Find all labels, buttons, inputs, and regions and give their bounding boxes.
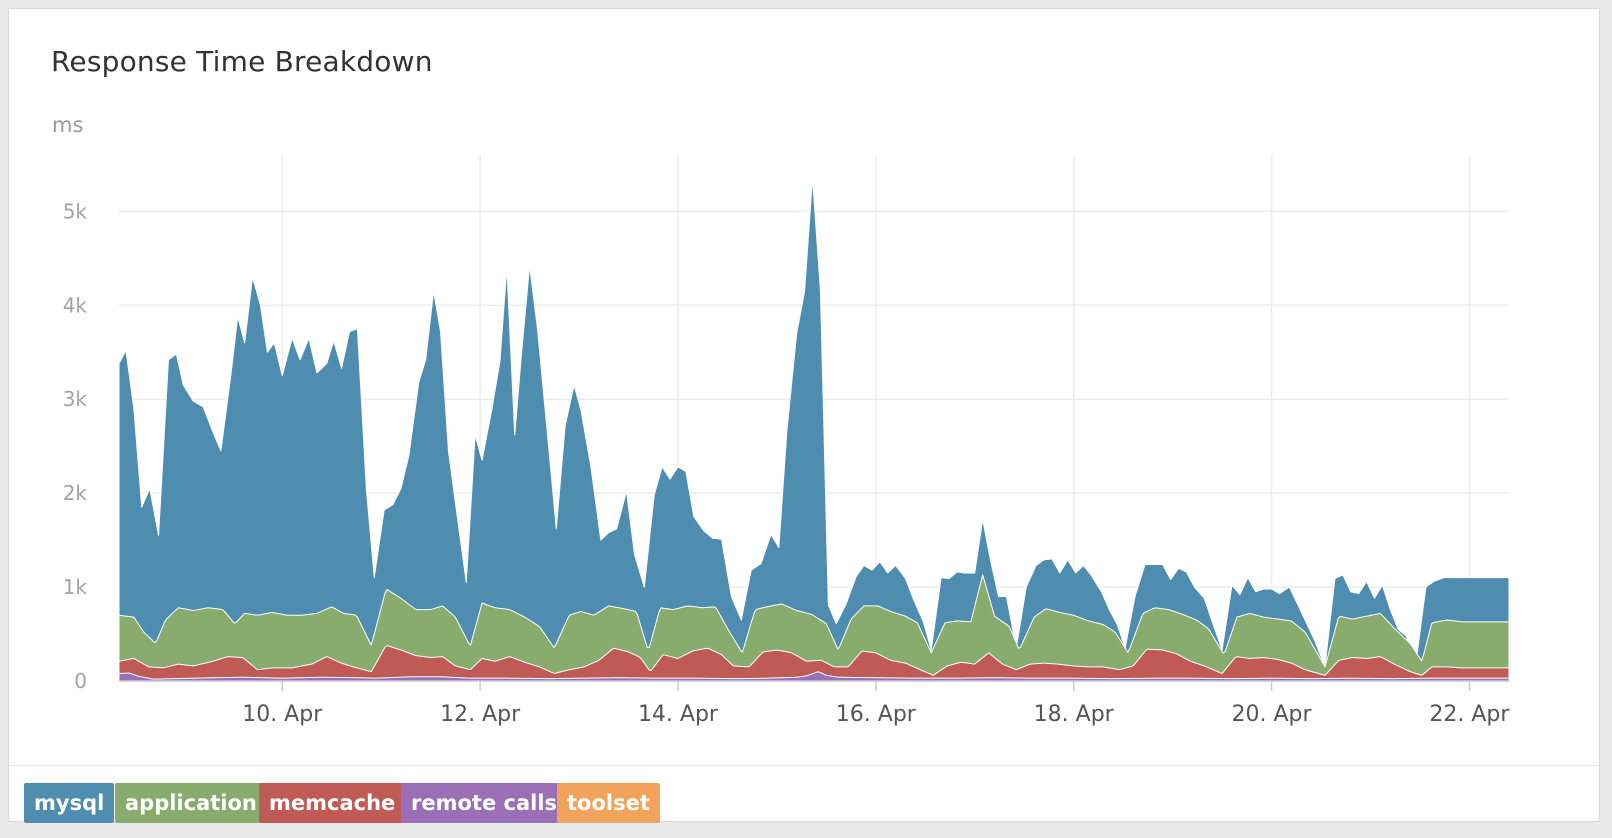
y-tick-label: 3k (63, 387, 88, 411)
y-axis-ticks: 0 1k 2k 3k 4k 5k (63, 199, 88, 693)
legend: mysql application memcache remote calls tool… (9, 765, 1599, 823)
chart-title: Response Time Breakdown (51, 45, 433, 78)
x-tick-label: 10. Apr (242, 702, 323, 727)
chart-panel: Response Time Breakdown ms 0 1k 2k 3k 4k 5k 1… (8, 8, 1601, 823)
x-tick-label: 14. Apr (638, 702, 719, 727)
legend-item-application[interactable]: application (115, 783, 267, 823)
x-tick-label: 22. Apr (1429, 702, 1510, 727)
x-tick-label: 18. Apr (1034, 702, 1115, 727)
y-tick-label: 2k (63, 481, 88, 505)
y-axis-unit: ms (52, 113, 84, 137)
x-tick-label: 12. Apr (440, 702, 521, 727)
legend-item-memcache[interactable]: memcache (259, 783, 406, 823)
series-area-memcache[interactable] (118, 645, 1510, 682)
legend-item-remote-calls[interactable]: remote calls (401, 783, 568, 823)
y-tick-label: 5k (63, 199, 88, 223)
y-tick-label: 4k (63, 293, 88, 317)
x-axis-ticks: 10. Apr 12. Apr 14. Apr 16. Apr 18. Apr 20. A… (242, 681, 1510, 727)
series-area-mysql[interactable] (118, 177, 1510, 682)
y-tick-label: 1k (63, 575, 88, 599)
series-area-remote-calls[interactable] (118, 671, 1510, 682)
x-tick-label: 20. Apr (1232, 702, 1313, 727)
stacked-area-chart[interactable]: 0 1k 2k 3k 4k 5k 10. Apr 12. Apr 14. Apr 16. Apr… (9, 9, 1601, 823)
x-tick-label: 16. Apr (836, 702, 917, 727)
y-tick-label: 0 (74, 669, 87, 693)
legend-item-mysql[interactable]: mysql (24, 783, 115, 823)
legend-item-toolset[interactable]: toolset (557, 783, 660, 823)
series-areas (118, 177, 1510, 682)
